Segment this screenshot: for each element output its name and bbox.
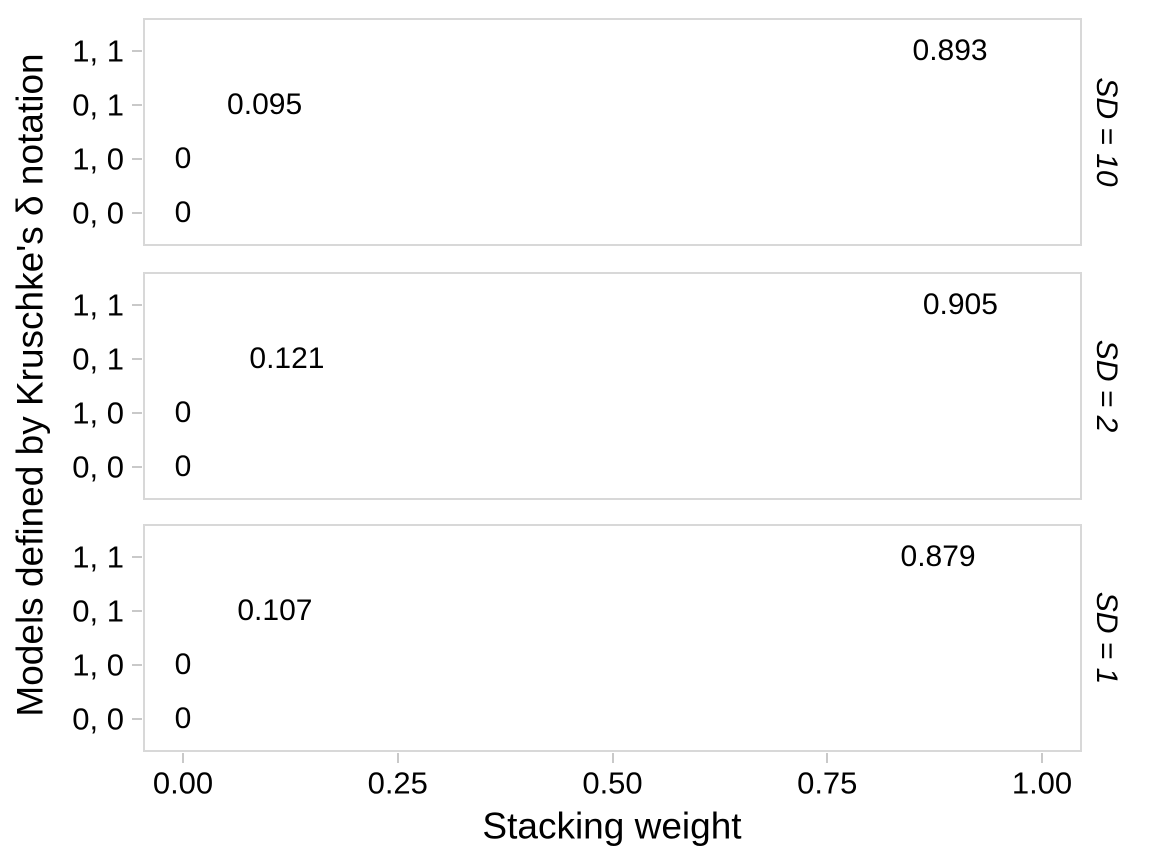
x-axis-title: Stacking weight xyxy=(482,805,742,847)
y-tick-mark xyxy=(132,609,142,612)
x-tick-label: 1.00 xyxy=(1011,765,1073,801)
value-label: 0 xyxy=(174,196,192,230)
y-tick-label: 0, 0 xyxy=(72,195,124,231)
y-tick-mark xyxy=(132,412,142,415)
y-tick-mark xyxy=(132,718,142,721)
x-tick-label: 0.00 xyxy=(152,765,214,801)
y-tick-label: 0, 0 xyxy=(72,701,124,737)
value-label: 0.121 xyxy=(249,341,325,375)
y-tick-label: 0, 1 xyxy=(72,87,124,123)
y-tick-label: 0, 1 xyxy=(72,341,124,377)
y-tick-mark xyxy=(132,664,142,667)
x-tick-mark xyxy=(1041,753,1043,763)
x-tick-label: 0.50 xyxy=(582,765,643,801)
y-tick-mark xyxy=(132,49,142,52)
value-label: 0.107 xyxy=(237,593,313,627)
value-label: 0.905 xyxy=(922,287,998,321)
facet-strip-label: SD = 1 xyxy=(1090,591,1123,685)
value-label: 0 xyxy=(174,142,192,176)
x-tick-mark xyxy=(826,753,829,763)
y-tick-label: 1, 0 xyxy=(72,395,124,431)
value-label: 0.879 xyxy=(900,539,976,573)
y-tick-mark xyxy=(132,103,142,106)
y-tick-label: 1, 0 xyxy=(72,647,124,683)
y-tick-mark xyxy=(132,357,142,360)
value-label: 0 xyxy=(174,396,192,430)
x-tick-mark xyxy=(611,753,614,763)
facet-strip-label: SD = 2 xyxy=(1090,339,1123,433)
value-label: 0 xyxy=(174,702,192,736)
value-label: 0.095 xyxy=(227,87,303,121)
value-label: 0.893 xyxy=(912,33,988,67)
y-tick-mark xyxy=(132,212,142,215)
x-tick-mark xyxy=(396,753,399,763)
y-tick-label: 1, 1 xyxy=(72,539,124,575)
value-label: 0 xyxy=(174,648,192,682)
y-tick-label: 1, 1 xyxy=(72,287,124,323)
y-tick-mark xyxy=(132,158,142,161)
value-label: 0 xyxy=(174,450,192,484)
x-tick-mark xyxy=(182,753,184,763)
y-tick-mark xyxy=(132,303,142,306)
facet-strip-label: SD = 10 xyxy=(1090,77,1123,187)
panel-sd-2 xyxy=(143,272,1082,500)
panel-sd-1 xyxy=(143,524,1082,752)
y-tick-mark xyxy=(132,555,142,558)
y-tick-label: 1, 0 xyxy=(72,141,124,177)
x-tick-label: 0.25 xyxy=(367,765,428,801)
y-tick-label: 0, 1 xyxy=(72,593,124,629)
panel-sd-10 xyxy=(143,18,1082,246)
x-tick-label: 0.75 xyxy=(797,765,858,801)
y-tick-label: 1, 1 xyxy=(72,33,124,69)
y-tick-mark xyxy=(132,466,142,469)
y-tick-label: 0, 0 xyxy=(72,449,124,485)
